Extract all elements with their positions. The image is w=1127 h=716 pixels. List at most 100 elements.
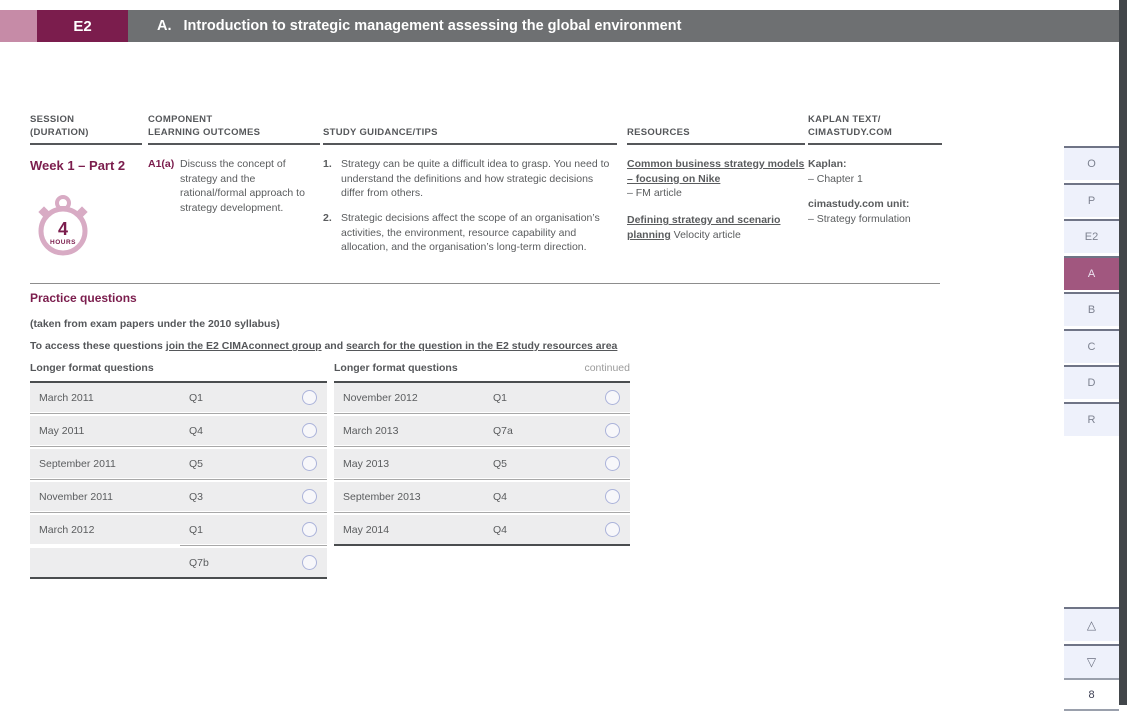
row-separator [30, 478, 327, 482]
completion-circle[interactable] [605, 489, 620, 504]
stopwatch-icon: 4 HOURS [38, 195, 88, 256]
outcome-text: Discuss the concept of strategy and the … [180, 158, 305, 215]
table-header: Longer format questions continued [334, 362, 630, 374]
study-resources-link[interactable]: search for the question in the E2 study … [346, 340, 618, 352]
completion-circle[interactable] [302, 555, 317, 570]
row-separator [334, 412, 630, 416]
tab-R[interactable]: R [1064, 401, 1119, 436]
paper-code-badge: E2 [37, 10, 128, 42]
guidance-column: STUDY GUIDANCE/TIPS 1. Strategy can be q… [323, 113, 617, 265]
table-row: March 2013 Q7a [334, 416, 630, 445]
resource-suffix: Velocity article [670, 228, 741, 241]
resource-item: Common business strategy models – focusi… [627, 157, 805, 201]
triangle-up-icon: △ [1086, 618, 1097, 632]
row-separator-partial [30, 544, 327, 548]
row-separator [334, 511, 630, 515]
resource-link[interactable]: Common business strategy models – focusi… [627, 158, 805, 185]
questions-table-right: Longer format questions continued Novemb… [334, 362, 630, 546]
tab-P[interactable]: P [1064, 182, 1119, 217]
section-letter: A. [157, 18, 172, 34]
completion-circle[interactable] [302, 489, 317, 504]
tab-E2[interactable]: E2 [1064, 219, 1119, 253]
outcomes-column: COMPONENT LEARNING OUTCOMES A1(a) Discus… [148, 113, 320, 216]
kaplan-label: Kaplan: [808, 158, 847, 170]
tab-O[interactable]: O [1064, 146, 1119, 180]
practice-access-line: To access these questions join the E2 CI… [30, 340, 618, 352]
completion-circle[interactable] [605, 456, 620, 471]
tip-text: Strategic decisions affect the scope of … [341, 212, 600, 254]
duration-value: 4 [58, 219, 68, 239]
resources-column-header: RESOURCES [627, 113, 805, 145]
table-row: September 2011 Q5 [30, 449, 327, 478]
tab-A-active[interactable]: A [1064, 255, 1119, 290]
learning-outcome: A1(a) Discuss the concept of strategy an… [148, 157, 320, 216]
tip-text: Strategy can be quite a difficult idea t… [341, 158, 610, 200]
section-tabs: O P E2 A B C D R [1064, 146, 1119, 436]
row-separator [30, 445, 327, 449]
row-separator [334, 478, 630, 482]
week-label: Week 1 – Part 2 [30, 158, 126, 173]
table-row: September 2013 Q4 [334, 482, 630, 511]
table-row: May 2011 Q4 [30, 416, 327, 445]
completion-circle[interactable] [302, 522, 317, 537]
resource-link[interactable]: Defining strategy and scenario planning [627, 214, 781, 241]
page-edge-strip [1119, 0, 1127, 705]
resources-column: RESOURCES Common business strategy model… [627, 113, 805, 254]
practice-title: Practice questions [30, 291, 137, 305]
triangle-down-icon: ▽ [1086, 654, 1097, 669]
guidance-column-header: STUDY GUIDANCE/TIPS [323, 113, 617, 145]
completion-circle[interactable] [605, 423, 620, 438]
duration-unit: HOURS [50, 239, 76, 246]
tab-B[interactable]: B [1064, 292, 1119, 326]
kaplan-column: KAPLAN TEXT/ CIMASTUDY.COM Kaplan: – Cha… [808, 113, 942, 238]
practice-questions-section: Practice questions (taken from exam pape… [30, 291, 940, 352]
table-row: November 2011 Q3 [30, 482, 327, 511]
page-nav-tabs: △ ▽ [1064, 607, 1119, 678]
table-row: November 2012 Q1 [334, 383, 630, 412]
completion-circle[interactable] [302, 390, 317, 405]
completion-circle[interactable] [605, 522, 620, 537]
tab-C[interactable]: C [1064, 328, 1119, 363]
table-row: May 2014 Q4 [334, 515, 630, 544]
tab-D[interactable]: D [1064, 365, 1119, 399]
kaplan-item: – Chapter 1 [808, 172, 863, 185]
table-row: March 2012 Q1 [30, 515, 327, 544]
session-column: SESSION (DURATION) Week 1 – Part 2 4 HOU… [30, 113, 142, 262]
table-row: March 2011 Q1 [30, 383, 327, 412]
practice-subtitle: (taken from exam papers under the 2010 s… [30, 318, 280, 330]
session-column-header: SESSION (DURATION) [30, 113, 142, 145]
cimaconnect-link[interactable]: join the E2 CIMAconnect group [165, 340, 322, 352]
section-title: Introduction to strategic management ass… [183, 18, 682, 34]
kaplan-column-header: KAPLAN TEXT/ CIMASTUDY.COM [808, 113, 942, 145]
section-title-bar: A. Introduction to strategic management … [128, 10, 1119, 42]
kaplan-item: – Strategy formulation [808, 213, 911, 226]
top-header-bar: E2 A. Introduction to strategic manageme… [0, 10, 1119, 42]
kaplan-group: Kaplan: – Chapter 1 [808, 157, 942, 186]
guidance-tip: 1. Strategy can be quite a difficult ide… [323, 157, 617, 201]
tip-number: 1. [323, 158, 332, 170]
guidance-tip: 2. Strategic decisions affect the scope … [323, 211, 617, 255]
row-separator [30, 511, 327, 515]
scroll-down-tab[interactable]: ▽ [1064, 643, 1119, 678]
completion-circle[interactable] [302, 456, 317, 471]
questions-table-left: Longer format questions March 2011 Q1 Ma… [30, 362, 327, 579]
outcomes-column-header: COMPONENT LEARNING OUTCOMES [148, 113, 320, 145]
scroll-up-tab[interactable]: △ [1064, 607, 1119, 641]
row-separator [334, 445, 630, 449]
resource-suffix: – FM article [627, 187, 682, 200]
row-separator [30, 412, 327, 416]
table-header: Longer format questions [30, 362, 154, 374]
page-number: 8 [1064, 678, 1119, 711]
header-pink-strip [0, 10, 37, 42]
kaplan-label: cimastudy.com unit: [808, 198, 910, 211]
completion-circle[interactable] [605, 390, 620, 405]
section-divider [30, 283, 940, 284]
completion-circle[interactable] [302, 423, 317, 438]
continued-label: continued [584, 362, 630, 374]
table-row: May 2013 Q5 [334, 449, 630, 478]
outcome-ref: A1(a) [148, 158, 175, 170]
kaplan-group: cimastudy.com unit: – Strategy formulati… [808, 197, 942, 226]
resource-item: Defining strategy and scenario planning … [627, 213, 805, 242]
tip-number: 2. [323, 212, 332, 225]
